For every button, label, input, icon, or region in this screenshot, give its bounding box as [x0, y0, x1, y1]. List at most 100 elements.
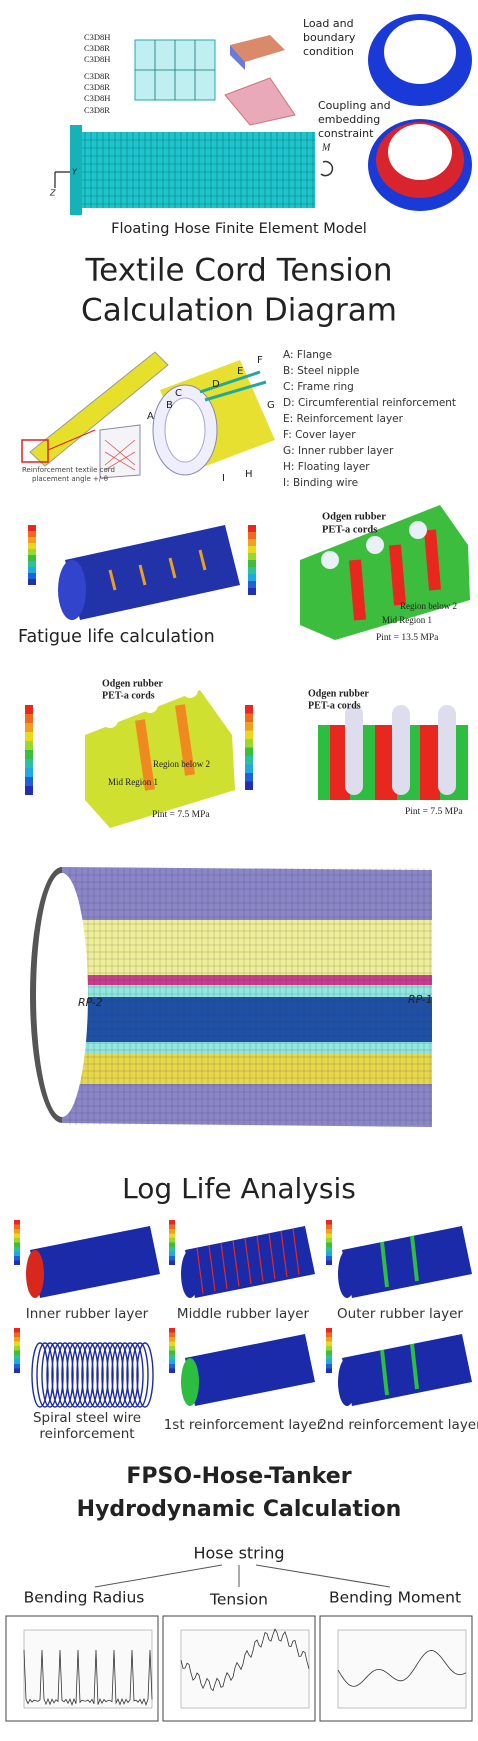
pressure-label: Pint = 13.5 MPa	[376, 633, 439, 643]
scale-step	[25, 723, 33, 732]
scale-step	[14, 1337, 20, 1342]
scale-step	[169, 1251, 175, 1256]
hot-band	[380, 1235, 419, 1288]
plot-line	[180, 1628, 310, 1692]
color-scale	[25, 705, 33, 795]
ring-band	[208, 1245, 216, 1292]
scale-step	[326, 1364, 332, 1369]
scale-step	[326, 1328, 332, 1333]
scale-step	[326, 1355, 332, 1360]
scale-step	[248, 553, 256, 560]
ring-band	[220, 1242, 228, 1289]
part-letter: A	[147, 411, 154, 422]
scale	[14, 1328, 20, 1373]
wire-turn	[136, 1342, 154, 1408]
wire-turn	[131, 1342, 149, 1408]
color-scale	[28, 525, 36, 585]
band-cyan	[62, 1042, 432, 1054]
part-letter: E	[237, 366, 243, 377]
scale-step	[248, 574, 256, 581]
legend-item: G: Inner rubber layer	[283, 445, 394, 457]
scale-step	[326, 1346, 332, 1351]
wire-turn	[126, 1342, 144, 1408]
scale-step	[169, 1233, 175, 1238]
cord	[102, 712, 118, 728]
element-label: C3D8R	[84, 43, 110, 53]
scale-step	[245, 739, 253, 748]
scale-step	[28, 537, 36, 543]
scale-step	[248, 546, 256, 553]
fem-figure: C3D8H C3D8R C3D8H C3D8R C3D8R C3D8H C3D8…	[49, 14, 472, 237]
stress-band	[420, 725, 440, 800]
part-letters: A B C D E F G H I	[147, 355, 275, 484]
cylinder	[342, 1226, 472, 1298]
scale-step	[169, 1328, 175, 1333]
scale-step	[14, 1247, 20, 1252]
panel-shape	[85, 690, 235, 828]
scale-step	[245, 705, 253, 714]
cylinder-end	[181, 1358, 199, 1406]
cylinder	[185, 1334, 315, 1406]
scale-step	[14, 1359, 20, 1364]
color-scale	[245, 705, 253, 790]
panel-label: 1st reinforcement layer	[164, 1417, 323, 1433]
hose-model: RP-2 RP-1	[30, 867, 433, 1127]
scale-step	[14, 1242, 20, 1247]
scale-step	[169, 1364, 175, 1369]
scale-step	[169, 1368, 175, 1373]
cord-cylinder	[99, 424, 141, 479]
scale	[169, 1328, 175, 1373]
scale-step	[245, 764, 253, 773]
scale-step	[248, 532, 256, 539]
section-title: Textile Cord Tension	[85, 253, 393, 289]
cutaway-bore	[164, 397, 206, 463]
log-life-labels: Inner rubber layer Middle rubber layer O…	[26, 1306, 478, 1442]
part-letter: B	[166, 400, 173, 411]
scale-step	[25, 759, 33, 768]
cylinder-end	[181, 1250, 199, 1298]
cord	[345, 705, 363, 795]
scale-step	[326, 1341, 332, 1346]
scale-step	[169, 1350, 175, 1355]
scale-step	[248, 539, 256, 546]
band-purple	[62, 975, 432, 985]
pressure-label: Pint = 7.5 MPa	[405, 807, 463, 817]
scale-step	[245, 756, 253, 765]
scale-step	[25, 750, 33, 759]
scale-step	[14, 1260, 20, 1265]
hose-diagram: Reinforcement textile cord placement ang…	[21, 349, 456, 489]
cord	[182, 682, 198, 698]
result-plots	[5, 1615, 473, 1722]
scale-step	[169, 1359, 175, 1364]
section-title: Calculation Diagram	[81, 293, 397, 329]
scale-step	[169, 1220, 175, 1225]
cord	[321, 551, 339, 569]
scale-step	[14, 1364, 20, 1369]
cylinder	[65, 525, 240, 620]
scale-step	[169, 1224, 175, 1229]
tree-branch: Bending Moment	[329, 1589, 461, 1607]
element-labels: C3D8H C3D8R C3D8H C3D8R C3D8R C3D8H C3D8…	[84, 32, 110, 115]
band-yellow	[62, 920, 432, 975]
part-letter: I	[222, 473, 225, 484]
hot-spots	[108, 549, 207, 591]
cylinder-end	[338, 1358, 356, 1406]
scale-step	[14, 1238, 20, 1243]
plot-area	[23, 1629, 153, 1709]
scale-step	[245, 713, 253, 722]
wire-turn	[46, 1342, 64, 1408]
plot-area	[337, 1629, 467, 1709]
scale-step	[14, 1341, 20, 1346]
scale-step	[245, 773, 253, 782]
model-mesh	[62, 868, 432, 1125]
ring-top-inner	[384, 20, 456, 84]
model-bore	[36, 873, 88, 1117]
scale-step	[28, 579, 36, 585]
tree-branch: Tension	[209, 1591, 268, 1609]
scale-step	[248, 581, 256, 588]
scale-step	[326, 1247, 332, 1252]
scale-step	[248, 567, 256, 574]
axis-label: Y	[72, 168, 78, 177]
cord	[409, 521, 427, 539]
scale-step	[14, 1332, 20, 1337]
